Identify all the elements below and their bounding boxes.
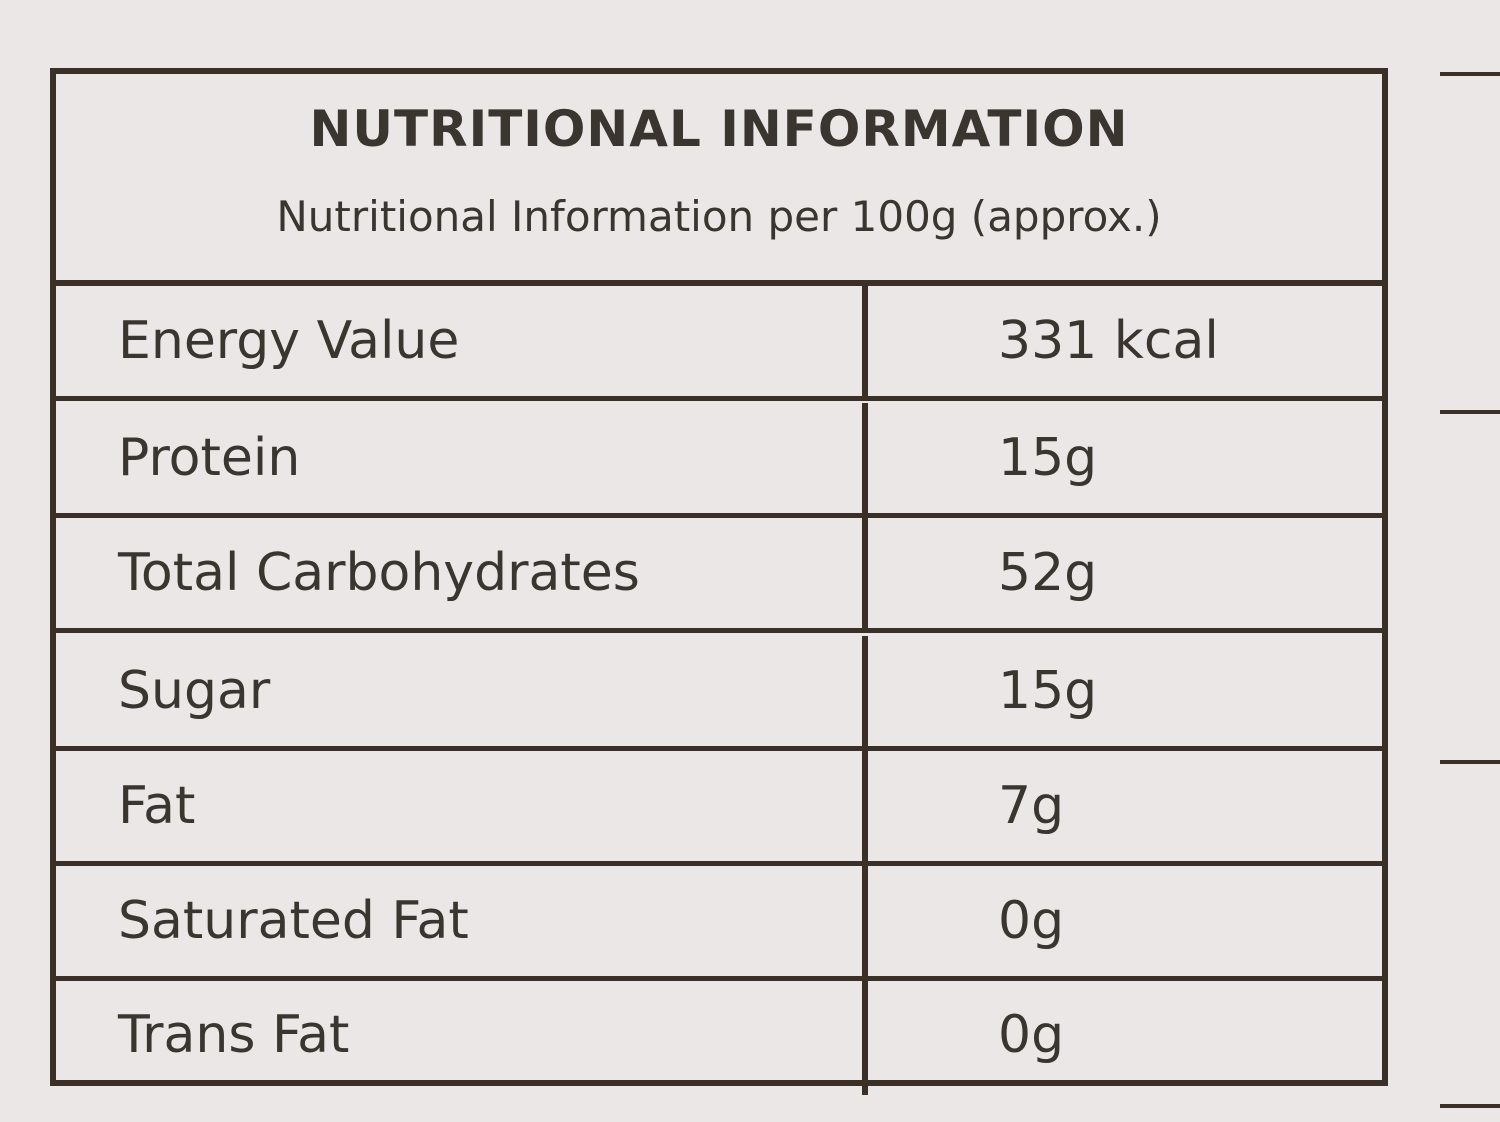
table-row: Total Carbohydrates 52g [56, 518, 1382, 633]
edge-line [1440, 72, 1500, 76]
nutrient-value: 15g [862, 636, 1097, 746]
nutrient-value: 15g [862, 403, 1097, 513]
edge-line [1440, 1104, 1500, 1108]
nutrient-name: Energy Value [118, 311, 460, 371]
nutrient-value: 7g [862, 751, 1064, 861]
table-row: Saturated Fat 0g [56, 866, 1382, 981]
table-row: Protein 15g [56, 403, 1382, 518]
nutrient-value: 52g [862, 518, 1097, 628]
nutrient-value: 0g [862, 980, 1064, 1095]
edge-line [1440, 760, 1500, 764]
nutrient-value: 331 kcal [862, 286, 1219, 396]
table-row: Fat 7g [56, 751, 1382, 866]
nutrient-value: 0g [862, 866, 1064, 976]
nutrition-label: NUTRITIONAL INFORMATION Nutritional Info… [50, 68, 1388, 1095]
nutrient-name: Fat [118, 776, 196, 836]
table-row: Trans Fat 0g [56, 980, 1382, 1095]
label-title: NUTRITIONAL INFORMATION [309, 100, 1129, 158]
nutrient-name: Sugar [118, 661, 271, 721]
table-row: Energy Value 331 kcal [56, 286, 1382, 401]
nutrient-name: Total Carbohydrates [118, 543, 640, 603]
nutrient-name: Trans Fat [118, 1005, 350, 1065]
edge-line [1440, 410, 1500, 414]
label-subtitle: Nutritional Information per 100g (approx… [276, 192, 1162, 241]
table-row: Sugar 15g [56, 636, 1382, 751]
label-header: NUTRITIONAL INFORMATION Nutritional Info… [56, 74, 1382, 286]
nutrient-name: Protein [118, 428, 301, 488]
nutrient-name: Saturated Fat [118, 891, 469, 951]
